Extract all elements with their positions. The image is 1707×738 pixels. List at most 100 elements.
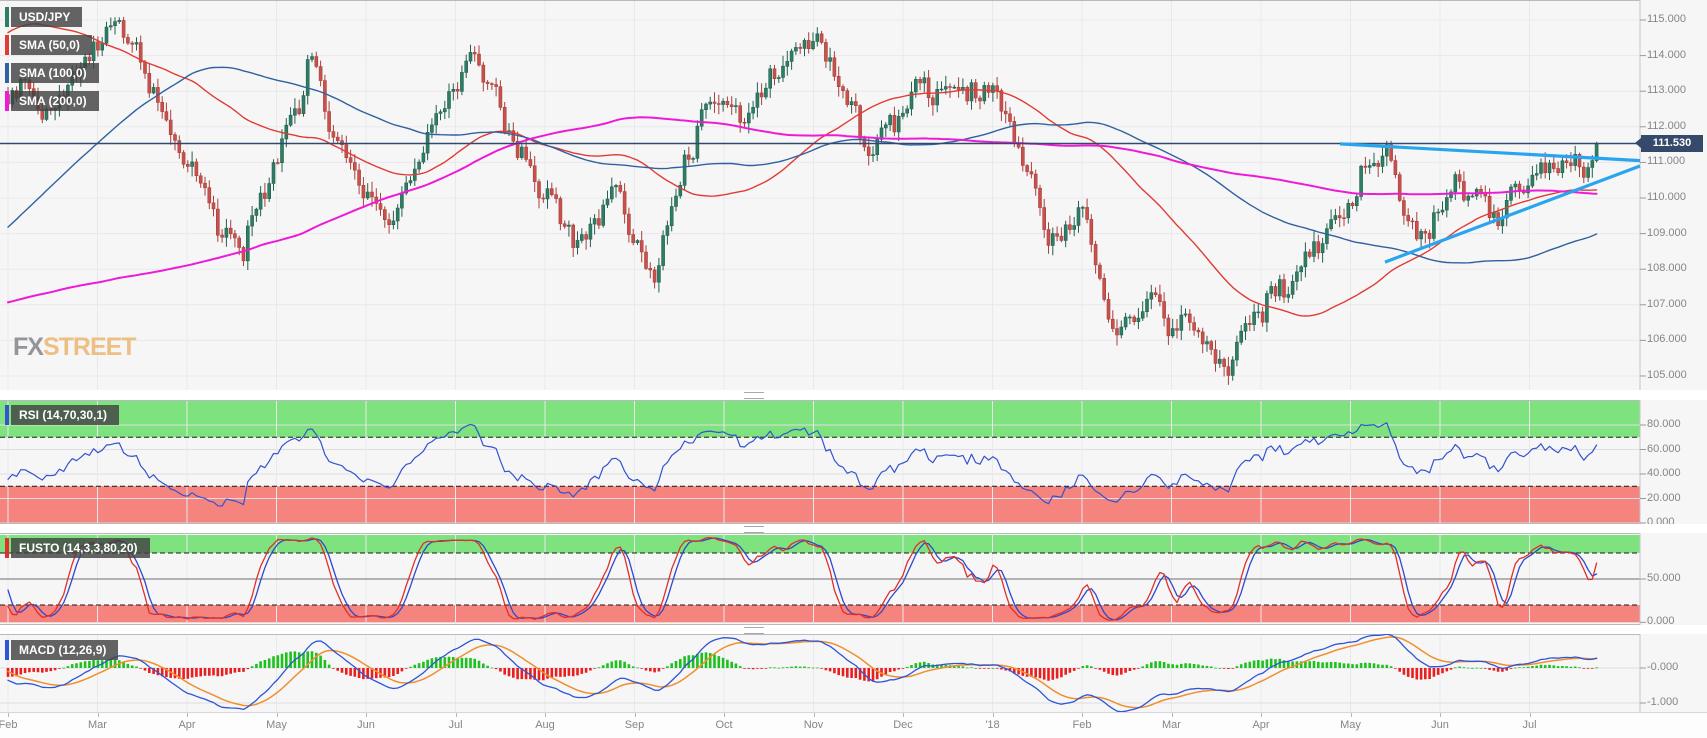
sma-200-line xyxy=(7,116,1598,304)
time-axis-label: Aug xyxy=(535,719,555,731)
time-axis-tick xyxy=(276,713,278,717)
price-axis-label: 106.000 xyxy=(1647,333,1687,346)
sma100-label: SMA (100,0) xyxy=(11,63,99,83)
stoch-overbought-band xyxy=(0,535,1640,553)
splitter-grip-icon[interactable] xyxy=(744,626,764,634)
legend-badge-macd[interactable]: MACD (12,26,9) xyxy=(5,640,119,660)
rsi-line xyxy=(7,422,1598,507)
time-axis-label: Dec xyxy=(893,719,913,731)
price-axis-label: 114.000 xyxy=(1647,48,1686,61)
rsi-label: RSI (14,70,30,1) xyxy=(11,405,120,425)
price-axis-label: 108.000 xyxy=(1647,262,1687,275)
time-axis-tick xyxy=(1082,713,1083,717)
time-axis-label: '18 xyxy=(985,719,1000,731)
time-axis-label: Jul xyxy=(1522,719,1537,731)
price-axis-label: 0.000 xyxy=(1647,615,1675,628)
sma200-color-chip xyxy=(5,91,9,111)
time-axis-label: Sep xyxy=(624,719,645,731)
legend-badge-sma50[interactable]: SMA (50,0) xyxy=(5,35,92,55)
time-axis-label: Feb xyxy=(1072,719,1092,731)
time-axis-label: Feb xyxy=(0,719,18,731)
descending-resistance-trendline xyxy=(1339,142,1641,163)
time-axis-label: Jul xyxy=(448,719,463,731)
legend-badge-sma100[interactable]: SMA (100,0) xyxy=(5,63,99,83)
time-axis-label: Jun xyxy=(1431,719,1449,731)
time-axis-tick xyxy=(97,713,99,717)
rsi-oversold-band xyxy=(0,486,1640,523)
time-axis-tick xyxy=(1529,713,1531,717)
main-price-chart[interactable] xyxy=(0,0,1707,390)
price-axis-label: 110.000 xyxy=(1647,191,1686,203)
splitter-grip-icon[interactable] xyxy=(744,392,764,399)
price-axis-label: 105.000 xyxy=(1647,369,1687,381)
sma-100-line xyxy=(7,66,1598,264)
time-axis-tick xyxy=(1350,713,1352,717)
legend-badge-fusto[interactable]: FUSTO (14,3,3,80,20) xyxy=(5,538,150,558)
time-axis-label: Oct xyxy=(715,719,733,731)
time-axis-tick xyxy=(813,713,815,717)
price-axis-label: -0.000 xyxy=(1647,661,1679,673)
legend-badge-usdjpy[interactable]: USD/JPY xyxy=(5,7,83,27)
stoch-k-line xyxy=(7,537,1598,621)
stochastic-chart[interactable] xyxy=(0,533,1707,625)
main-price-panel: USD/JPY SMA (50,0) SMA (100,0) SMA (200,… xyxy=(0,0,1707,390)
time-axis-label: Jun xyxy=(357,719,375,731)
time-axis-label: Mar xyxy=(1162,719,1181,731)
time-axis-tick xyxy=(724,713,725,717)
price-axis-label: 60.000 xyxy=(1647,442,1681,455)
sma-50-line xyxy=(7,23,1598,317)
macd-line xyxy=(7,634,1598,712)
candle-wicks-up xyxy=(11,17,1598,381)
time-axis-tick xyxy=(903,713,904,717)
panel-background xyxy=(0,634,1707,712)
time-axis-tick xyxy=(187,713,188,717)
time-axis-tick xyxy=(455,713,457,717)
panel-splitter-2 xyxy=(0,524,1707,533)
time-axis-tick xyxy=(8,713,9,717)
time-axis-tick xyxy=(366,713,367,717)
candle-wicks-down xyxy=(7,16,1585,385)
time-axis-label: May xyxy=(1340,719,1361,731)
rsi-overbought-band xyxy=(0,401,1640,438)
price-axis-label: 111.000 xyxy=(1647,155,1686,168)
time-axis-tick xyxy=(1171,713,1173,717)
time-axis-label: Nov xyxy=(803,719,824,731)
macd-chart[interactable] xyxy=(0,634,1707,712)
fxstreet-watermark: FXSTREET xyxy=(13,333,137,362)
price-axis-label: 109.000 xyxy=(1647,226,1687,239)
time-axis-tick xyxy=(545,713,546,717)
macd-panel: MACD (12,26,9) -0.000 -1.000 xyxy=(0,634,1707,712)
price-axis-label: 112.000 xyxy=(1647,119,1686,132)
price-axis-label: 40.000 xyxy=(1647,467,1681,479)
panel-splitter-1 xyxy=(0,390,1707,400)
legend-badge-rsi[interactable]: RSI (14,70,30,1) xyxy=(5,405,120,425)
price-axis-label: 20.000 xyxy=(1647,491,1681,504)
time-axis-tick xyxy=(992,713,994,717)
stochastic-panel: FUSTO (14,3,3,80,20) 50.000 0.000 xyxy=(0,533,1707,628)
rsi-chart[interactable] xyxy=(0,400,1707,524)
time-axis: Feb Mar Apr May Jun Jul Aug Sep Oct Nov Dec '18 Feb M… xyxy=(0,712,1707,738)
rsi-color-chip xyxy=(5,405,9,425)
price-axis-label: -1.000 xyxy=(1647,696,1679,708)
usdjpy-color-chip xyxy=(5,7,9,27)
sma200-label: SMA (200,0) xyxy=(11,91,99,111)
panel-splitter-3 xyxy=(0,625,1707,634)
price-axis-label: 113.000 xyxy=(1647,84,1686,97)
time-axis-label: Apr xyxy=(178,719,196,731)
usdjpy-label: USD/JPY xyxy=(11,7,83,27)
time-axis-tick xyxy=(1261,713,1262,717)
time-axis-tick xyxy=(634,713,636,717)
sma50-color-chip xyxy=(5,35,9,55)
watermark-street: STREET xyxy=(42,333,137,361)
price-axis-label: 107.000 xyxy=(1647,297,1687,310)
fusto-color-chip xyxy=(5,538,9,558)
splitter-grip-icon[interactable] xyxy=(744,525,764,533)
ascending-support-trendline xyxy=(1384,164,1641,264)
fusto-label: FUSTO (14,3,3,80,20) xyxy=(11,538,150,558)
macd-signal-line xyxy=(7,636,1598,709)
rsi-panel: RSI (14,70,30,1) 80.000 60.000 40.000 20.00… xyxy=(0,400,1707,528)
current-price-label: 111.530 xyxy=(1635,135,1703,152)
price-axis-label: 50.000 xyxy=(1647,572,1681,584)
legend-badge-sma200[interactable]: SMA (200,0) xyxy=(5,91,99,111)
